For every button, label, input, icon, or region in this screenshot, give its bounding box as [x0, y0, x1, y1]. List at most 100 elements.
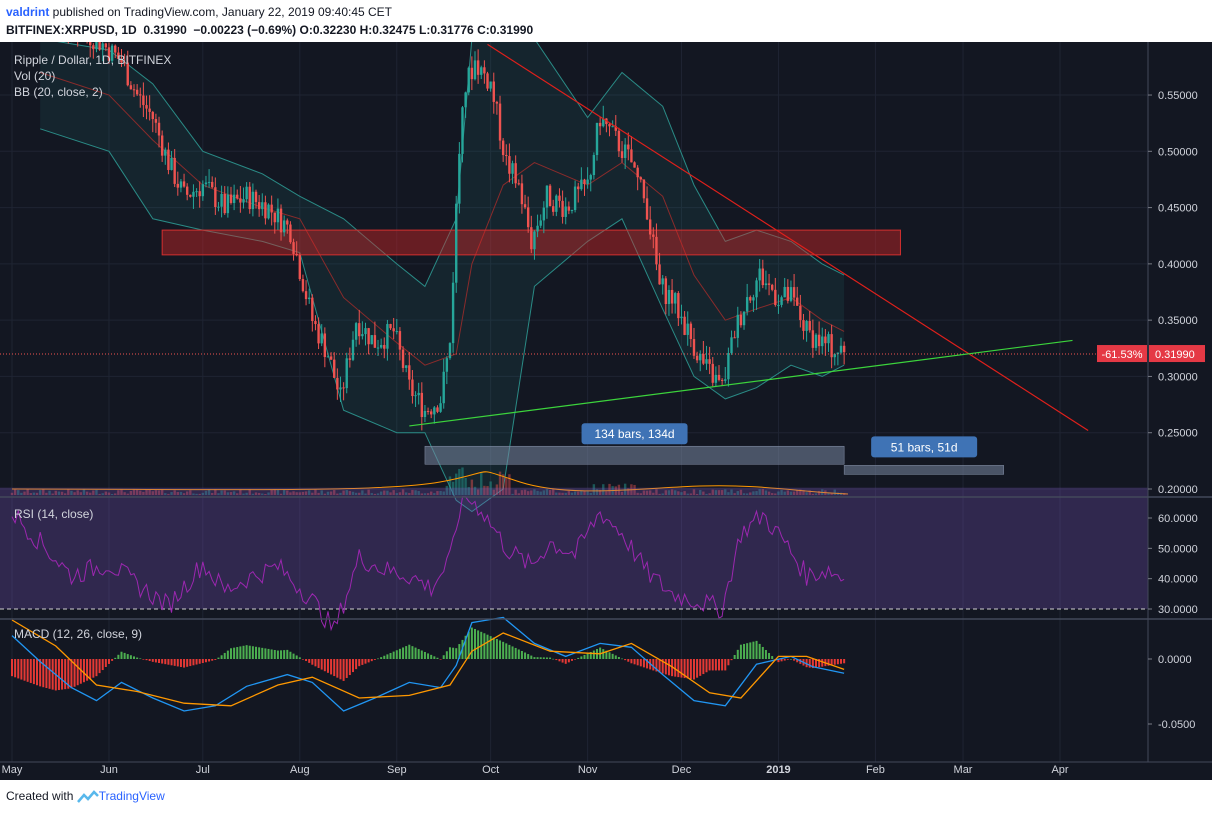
- volume-bar: [476, 489, 480, 495]
- downtrend-line: [487, 43, 1089, 431]
- volume-bar: [13, 489, 17, 495]
- candle-body: [789, 287, 793, 301]
- macd-histogram-bar: [117, 654, 120, 659]
- macd-histogram-bar: [664, 659, 667, 675]
- volume-bar: [348, 491, 352, 495]
- macd-histogram-bar: [408, 644, 411, 659]
- macd-histogram-bar: [536, 657, 539, 659]
- candle-body: [383, 345, 386, 349]
- candle-body: [292, 242, 295, 254]
- candle-body: [276, 208, 280, 223]
- volume-bar: [648, 490, 652, 495]
- macd-histogram-bar: [642, 659, 645, 668]
- volume-bar: [805, 492, 808, 495]
- candle-body: [326, 356, 330, 358]
- candle-body: [802, 320, 805, 331]
- candle-body: [333, 359, 336, 378]
- candle-body: [317, 324, 320, 344]
- y-tick-label: 0.0000: [1158, 654, 1192, 666]
- x-tick-label: May: [2, 764, 23, 776]
- volume-bar: [82, 489, 86, 495]
- pane-separators[interactable]: [0, 42, 1212, 763]
- volume-bar: [257, 492, 261, 495]
- candle-body: [711, 363, 714, 383]
- macd-histogram-bar: [448, 647, 451, 659]
- volume-bar: [20, 492, 23, 495]
- candle-body: [636, 167, 639, 178]
- volume-bar: [23, 491, 26, 495]
- candle-body: [586, 179, 589, 184]
- volume-bar: [139, 490, 142, 495]
- macd-histogram-bar: [198, 659, 201, 664]
- volume-bar: [464, 477, 467, 495]
- macd-histogram-bar: [614, 655, 617, 659]
- volume-bar: [796, 490, 799, 495]
- candle-body: [92, 45, 95, 50]
- volume-bar: [605, 491, 608, 495]
- trend-lines[interactable]: [409, 43, 1089, 431]
- candle-body: [101, 43, 104, 50]
- x-tick-label: 2019: [766, 764, 790, 776]
- candle-body: [745, 297, 749, 312]
- candle-body: [336, 377, 339, 390]
- price-axis[interactable]: 0.55000 0.50000 0.45000 0.40000 0.35000 0.300…: [1097, 90, 1205, 731]
- date-ranges[interactable]: 134 bars, 134d 51 bars, 51d: [424, 423, 1004, 475]
- volume-bar: [608, 483, 611, 495]
- candle-body: [373, 335, 377, 348]
- candle-body: [770, 284, 774, 290]
- candle-body: [242, 199, 245, 203]
- volume-bar: [98, 493, 101, 495]
- volume-bar: [76, 490, 79, 495]
- candle-body: [467, 67, 470, 93]
- macd-histogram-bar: [577, 657, 580, 659]
- candle-body: [139, 94, 142, 96]
- macd-histogram-bar: [214, 659, 217, 660]
- macd-histogram-bar: [267, 648, 270, 659]
- macd-histogram-bar: [211, 659, 214, 661]
- volume-bar: [523, 489, 527, 495]
- macd-histogram-bar: [398, 648, 401, 659]
- macd-histogram-bar: [402, 647, 405, 659]
- candle-body: [473, 60, 477, 80]
- volume-bar: [714, 490, 718, 495]
- candle-body: [273, 212, 276, 223]
- macd-histogram-bar: [777, 659, 780, 663]
- volume-bar: [539, 491, 542, 495]
- candle-body: [430, 411, 433, 415]
- candle-body: [98, 42, 101, 50]
- macd-histogram-bar: [308, 659, 311, 663]
- candle-body: [830, 334, 833, 358]
- volume-bar: [160, 489, 164, 495]
- chart-header: valdrint published on TradingView.com, J…: [0, 0, 1212, 42]
- volume-bar: [179, 491, 183, 495]
- volume-bar: [467, 487, 470, 495]
- volume-bar: [145, 489, 148, 495]
- volume-bar: [623, 483, 627, 495]
- macd-histogram-bar: [586, 653, 589, 659]
- volume-bar: [236, 493, 239, 495]
- candle-body: [486, 73, 489, 89]
- macd-histogram-bar: [423, 651, 426, 659]
- volume-bar: [495, 484, 499, 495]
- macd-histogram-bar: [652, 659, 655, 671]
- candle-body: [254, 191, 258, 203]
- macd-histogram-bar: [733, 654, 736, 659]
- chart-canvas[interactable]: 134 bars, 134d 51 bars, 51d 0.55000 0.5000…: [0, 42, 1212, 780]
- author-name[interactable]: valdrint: [6, 5, 50, 19]
- volume-bar: [101, 493, 104, 495]
- time-axis[interactable]: May Jun Jul Aug Sep Oct Nov Dec 2019 Feb Mar Apr: [2, 764, 1069, 776]
- volume-bar: [498, 471, 502, 495]
- candle-body: [464, 92, 467, 108]
- tradingview-brand[interactable]: TradingView: [98, 789, 165, 803]
- y-tick-label: 0.20000: [1158, 484, 1198, 496]
- candle-body: [796, 297, 799, 306]
- volume-bar: [652, 492, 655, 495]
- candle-body: [667, 289, 671, 305]
- volume-bar: [26, 489, 29, 495]
- volume-bar: [558, 492, 561, 495]
- candle-body: [358, 323, 361, 337]
- volume-bar: [564, 492, 567, 495]
- macd-histogram-bar: [233, 647, 236, 659]
- macd-histogram-bar: [739, 644, 742, 659]
- macd-histogram-bar: [630, 659, 633, 664]
